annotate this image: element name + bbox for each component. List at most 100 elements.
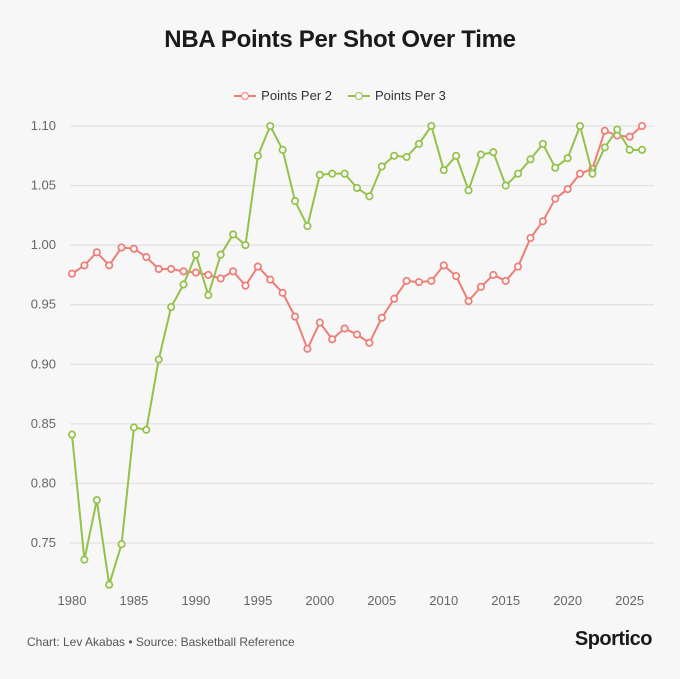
y-axis: 0.75 0.80 0.85 0.90 0.95 1.00 1.05 1.10 (31, 118, 56, 550)
data-point (613, 125, 622, 134)
series-points-per-3 (67, 121, 647, 589)
x-tick-label: 2000 (305, 593, 334, 608)
data-point (625, 132, 634, 141)
legend: Points Per 2 Points Per 3 (0, 88, 680, 103)
data-point (92, 496, 101, 505)
data-point (402, 276, 411, 285)
data-point (551, 194, 560, 203)
data-point (216, 274, 225, 283)
data-point (575, 121, 585, 131)
data-point (266, 275, 275, 284)
data-point (377, 313, 386, 322)
data-point (105, 580, 114, 589)
data-point (464, 297, 473, 306)
data-point (179, 267, 188, 276)
legend-item-points-per-2: Points Per 2 (234, 88, 332, 103)
sportico-logo: Sportico (574, 628, 653, 650)
data-point (142, 253, 151, 262)
data-point (514, 169, 523, 178)
data-point (253, 151, 262, 160)
y-tick-label: 0.75 (31, 535, 56, 550)
data-point (204, 291, 213, 300)
x-tick-label: 2020 (553, 593, 582, 608)
data-point (80, 261, 89, 270)
data-point (303, 222, 312, 231)
y-tick-label: 0.85 (31, 416, 56, 431)
data-point (551, 163, 560, 172)
x-axis: 1980 1985 1990 1995 2000 2005 2010 2015 2020 2025 (58, 593, 645, 608)
data-point (637, 145, 647, 154)
data-point (600, 126, 609, 135)
data-point (476, 282, 485, 291)
data-point (290, 312, 300, 321)
legend-label-points-per-2: Points Per 2 (261, 88, 332, 103)
data-point (501, 276, 510, 285)
x-tick-label: 2010 (429, 593, 458, 608)
data-point (427, 121, 436, 131)
data-point (253, 262, 262, 271)
y-tick-label: 0.80 (31, 475, 56, 490)
data-point (167, 264, 176, 274)
data-point (439, 166, 448, 175)
data-point (390, 151, 399, 160)
data-point (105, 261, 114, 270)
x-tick-label: 1995 (243, 593, 272, 608)
data-point (290, 197, 300, 206)
data-point (476, 150, 485, 159)
data-point (117, 540, 126, 549)
data-point (328, 169, 337, 178)
data-point (489, 148, 498, 157)
y-tick-label: 1.05 (31, 178, 56, 193)
data-point (377, 162, 386, 171)
data-point (625, 145, 634, 154)
data-point (489, 270, 498, 279)
data-point (80, 555, 89, 564)
chart-title: NBA Points Per Shot Over Time (164, 26, 516, 53)
y-tick-label: 1.10 (31, 118, 56, 133)
legend-swatch-points-per-3 (348, 91, 370, 101)
data-point (154, 264, 163, 274)
data-point (452, 151, 461, 160)
data-point (427, 276, 436, 285)
series-line (71, 125, 642, 586)
data-point (117, 243, 126, 252)
data-point (129, 423, 139, 432)
data-point (315, 318, 324, 327)
data-point (278, 145, 287, 154)
data-point (191, 250, 200, 259)
data-point (179, 280, 188, 289)
data-point (352, 183, 362, 193)
data-point (142, 425, 151, 434)
series-points-per-2 (67, 121, 647, 353)
data-point (67, 269, 77, 278)
legend-label-points-per-3: Points Per 3 (375, 88, 446, 103)
data-point (402, 152, 411, 162)
data-point (229, 230, 238, 239)
data-point (167, 303, 176, 312)
data-point (575, 169, 585, 178)
y-tick-label: 1.00 (31, 237, 56, 252)
legend-swatch-points-per-2 (234, 91, 257, 101)
y-tick-label: 0.90 (31, 356, 56, 371)
x-tick-label: 1990 (181, 593, 210, 608)
data-point (439, 261, 448, 270)
data-point (67, 430, 77, 439)
data-point (229, 267, 238, 276)
x-tick-label: 2015 (491, 593, 520, 608)
data-point (452, 272, 461, 281)
data-point (352, 330, 362, 339)
data-point (600, 143, 609, 152)
gridlines (70, 125, 654, 544)
x-tick-label: 2005 (367, 593, 396, 608)
data-point (129, 244, 139, 253)
data-point (637, 121, 647, 131)
data-point (390, 294, 399, 303)
chart-credit: Chart: Lev Akabas • Source: Basketball R… (27, 635, 295, 649)
x-tick-label: 2025 (615, 593, 644, 608)
data-point (464, 186, 473, 195)
data-point (241, 281, 250, 290)
data-point (266, 121, 275, 131)
data-point (340, 324, 349, 333)
data-point (365, 338, 374, 347)
